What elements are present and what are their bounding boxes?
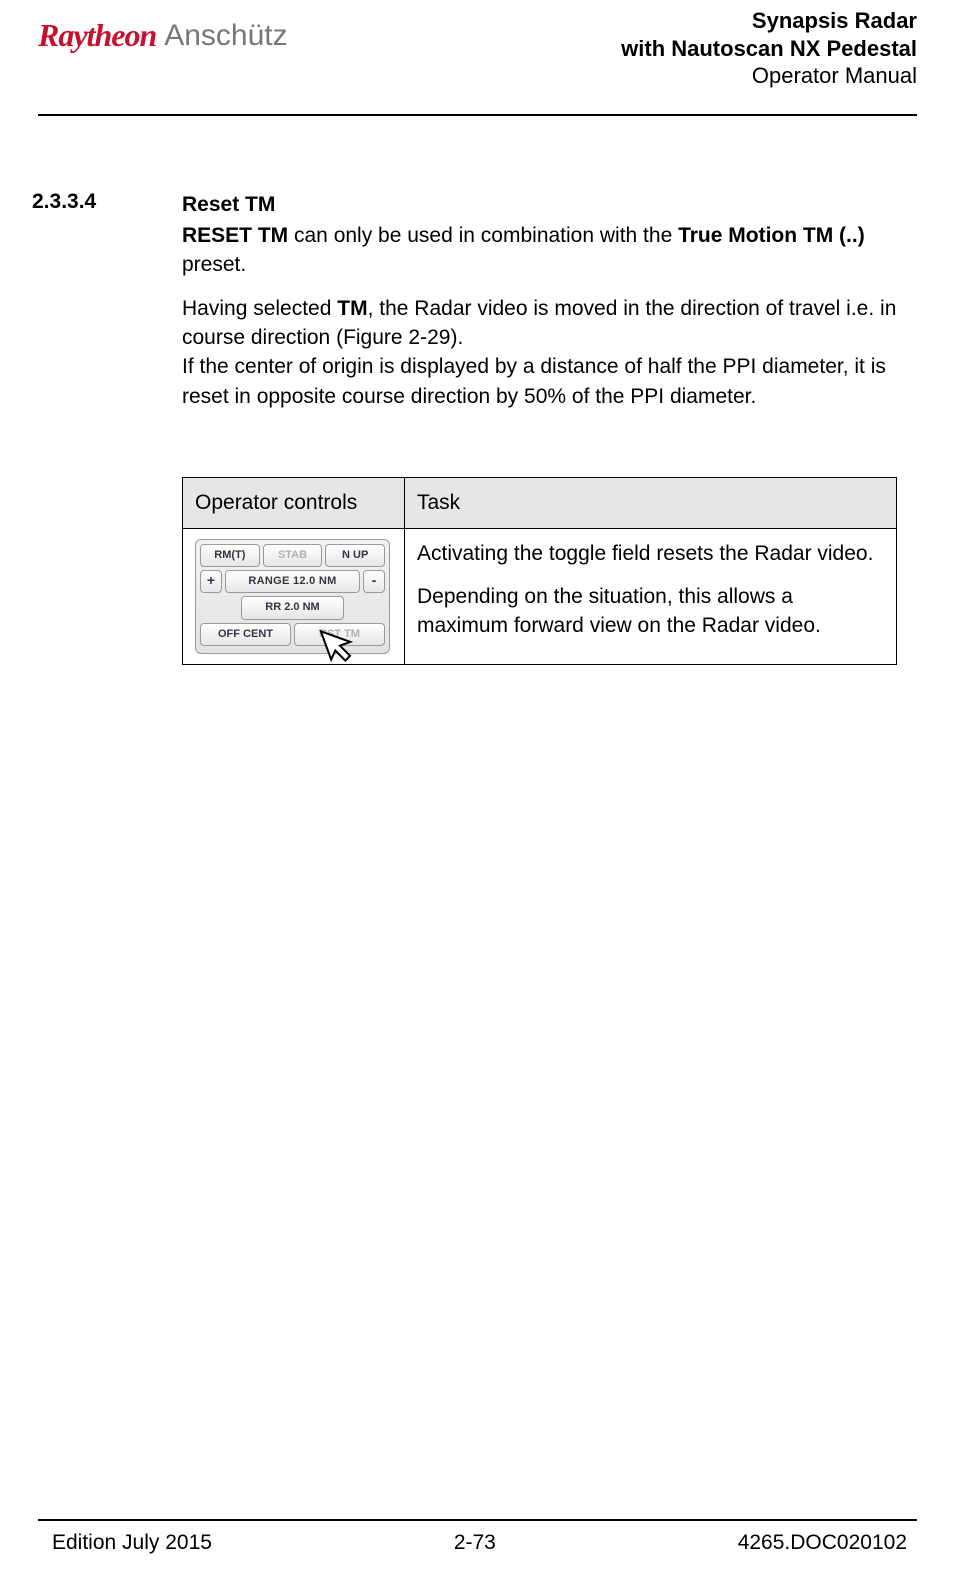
footer-row: Edition July 2015 2-73 4265.DOC020102 <box>32 1531 927 1555</box>
th-task: Task <box>405 478 897 528</box>
stab-button[interactable]: STAB <box>263 544 323 567</box>
p1: RESET TM can only be used in combination… <box>182 224 865 276</box>
table-header-row: Operator controls Task <box>183 478 897 528</box>
p1-true-motion: True Motion TM (..) <box>678 224 865 247</box>
p1-text-b: can only be used in combination with the <box>288 224 678 247</box>
document-page: Raytheon Anschütz Synapsis Radar with Na… <box>0 0 959 1591</box>
doc-title-line1: Synapsis Radar <box>621 7 917 35</box>
raytheon-wordmark: Raytheon <box>38 17 156 54</box>
panel-row-1: RM(T) STAB N UP <box>200 544 385 567</box>
panel-row-3: RR 2.0 NM <box>200 596 385 619</box>
off-cent-button[interactable]: OFF CENT <box>200 623 291 646</box>
footer-doc-number: 4265.DOC020102 <box>738 1531 907 1555</box>
cursor-arrow-icon <box>319 622 359 675</box>
footer-page-number: 2-73 <box>454 1531 496 1555</box>
nup-button[interactable]: N UP <box>325 544 385 567</box>
td-operator-controls: RM(T) STAB N UP + RANGE 12.0 NM - <box>183 528 405 665</box>
radar-control-panel: RM(T) STAB N UP + RANGE 12.0 NM - <box>195 539 390 655</box>
p3-text: If the center of origin is displayed by … <box>182 355 886 407</box>
section-content: Reset TM RESET TM can only be used in co… <box>182 190 897 666</box>
doc-title-line3: Operator Manual <box>621 62 917 90</box>
section-heading-row: 2.3.3.4 Reset TM RESET TM can only be us… <box>32 190 897 666</box>
page-footer: Edition July 2015 2-73 4265.DOC020102 <box>32 1519 927 1555</box>
p2-tm: TM <box>337 297 367 320</box>
document-title-block: Synapsis Radar with Nautoscan NX Pedesta… <box>621 5 917 90</box>
rm-button[interactable]: RM(T) <box>200 544 260 567</box>
range-minus-button[interactable]: - <box>363 570 385 593</box>
section-title: Reset TM <box>182 190 897 219</box>
footer-rule <box>38 1519 917 1521</box>
th-operator-controls: Operator controls <box>183 478 405 528</box>
td-task: Activating the toggle field resets the R… <box>405 528 897 665</box>
footer-edition: Edition July 2015 <box>52 1531 212 1555</box>
p1-reset-tm: RESET TM <box>182 224 288 247</box>
doc-title-line2: with Nautoscan NX Pedestal <box>621 35 917 63</box>
panel-row-2: + RANGE 12.0 NM - <box>200 570 385 593</box>
p2: Having selected TM, the Radar video is m… <box>182 294 897 412</box>
section-number: 2.3.3.4 <box>32 190 124 666</box>
task-p1: Activating the toggle field resets the R… <box>417 539 884 568</box>
p2-text-a: Having selected <box>182 297 337 320</box>
range-display-button[interactable]: RANGE 12.0 NM <box>225 570 360 593</box>
operator-task-table: Operator controls Task RM(T) STAB N UP <box>182 477 897 665</box>
range-plus-button[interactable]: + <box>200 570 222 593</box>
table-row: RM(T) STAB N UP + RANGE 12.0 NM - <box>183 528 897 665</box>
rr-button[interactable]: RR 2.0 NM <box>241 596 345 619</box>
anschutz-wordmark: Anschütz <box>164 19 287 53</box>
section-body: 2.3.3.4 Reset TM RESET TM can only be us… <box>32 116 927 666</box>
page-header: Raytheon Anschütz Synapsis Radar with Na… <box>32 5 927 114</box>
company-logo: Raytheon Anschütz <box>38 5 288 54</box>
task-p2: Depending on the situation, this allows … <box>417 582 884 641</box>
p1-text-d: preset. <box>182 253 246 276</box>
